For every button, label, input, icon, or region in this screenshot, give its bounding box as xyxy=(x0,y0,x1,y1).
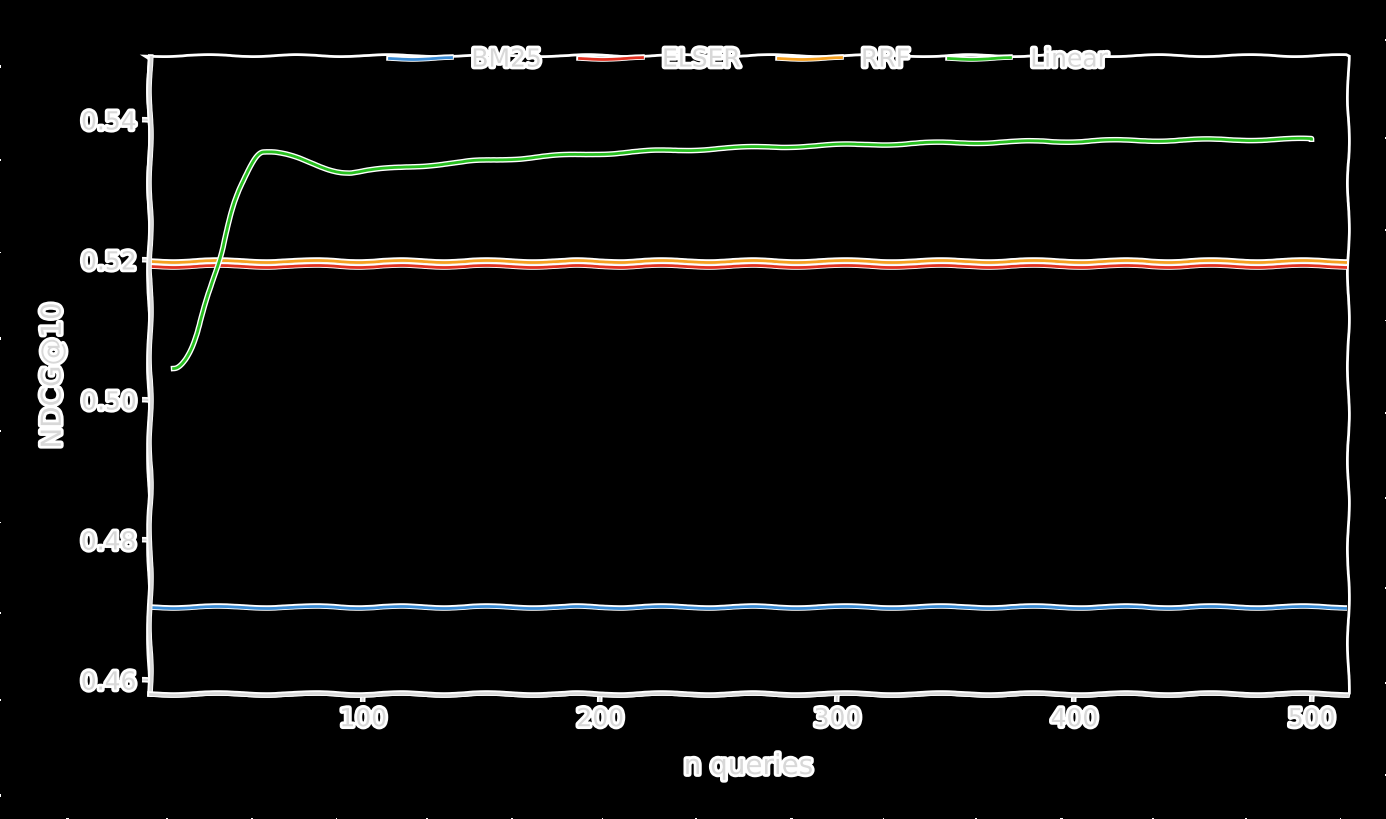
Linear xyxy=(1303,135,1319,145)
Linear xyxy=(165,364,182,374)
Linear xyxy=(1270,135,1286,145)
Line: Linear: Linear xyxy=(173,140,1311,369)
Linear xyxy=(689,145,705,155)
Linear xyxy=(1270,135,1286,145)
Linear xyxy=(1062,137,1078,147)
X-axis label: n queries: n queries xyxy=(683,752,814,781)
Linear xyxy=(718,144,735,154)
Legend: BM25, ELSER, RRF, Linear: BM25, ELSER, RRF, Linear xyxy=(378,38,1119,83)
Y-axis label: NDCG@10: NDCG@10 xyxy=(39,303,67,449)
Linear xyxy=(223,210,240,220)
